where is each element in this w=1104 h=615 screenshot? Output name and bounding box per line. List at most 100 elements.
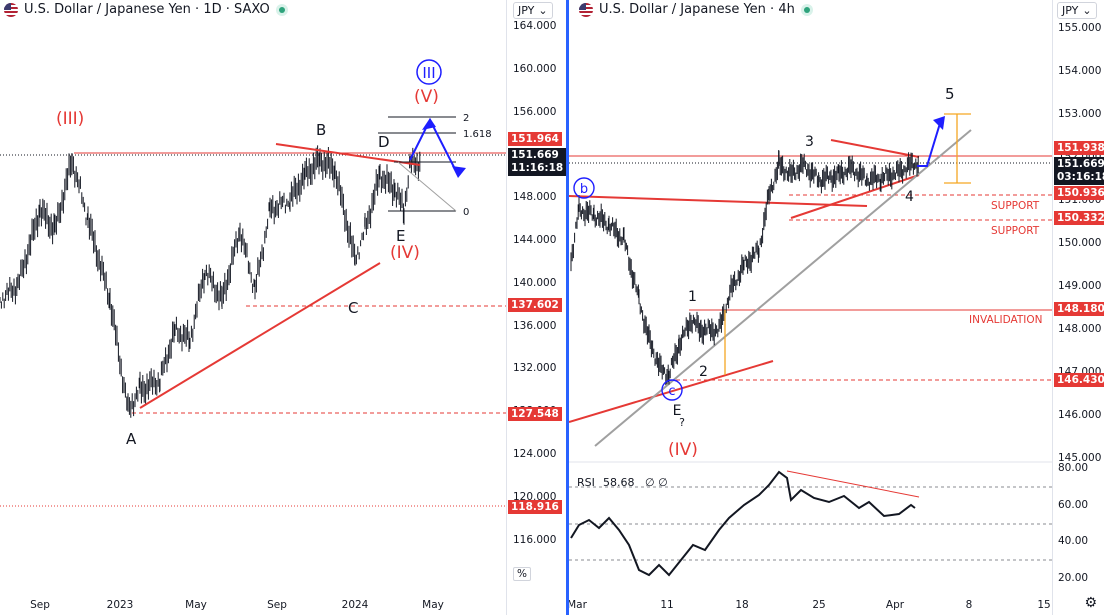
wave-5-label: 5: [945, 85, 955, 103]
wave-b-label: B: [316, 121, 326, 139]
daily-y-tick: 124.000: [513, 448, 557, 460]
wave-1-label: 1: [688, 289, 697, 305]
four-hour-y-tick: 146.000: [1058, 409, 1102, 421]
four-hour-y-tick: 149.000: [1058, 280, 1102, 292]
price-label-151938: 151.938: [1054, 141, 1104, 155]
projection-arrowhead-down: [452, 166, 466, 178]
rsi-value: 58.68: [603, 476, 635, 489]
four-hour-y-tick: 154.000: [1058, 65, 1102, 77]
price-label-137602: 137.602: [508, 298, 562, 312]
daily-price-bars: [0, 145, 421, 418]
rsi-y-tick: 20.00: [1058, 571, 1089, 584]
triangle-lower-line: [790, 174, 920, 219]
four-hour-x-tick: 8: [965, 599, 973, 611]
four-hour-y-tick: 150.000: [1058, 237, 1102, 249]
daily-chart-title: U.S. Dollar / Japanese Yen · 1D · SAXO: [24, 2, 270, 17]
fib-2-label: 2: [463, 113, 469, 124]
daily-unit-select[interactable]: JPY ⌄: [513, 2, 553, 19]
daily-x-tick: May: [422, 599, 444, 611]
invalidation-text: INVALIDATION: [969, 314, 1043, 326]
four-hour-x-tick: 25: [812, 599, 826, 611]
wave-a-label: A: [126, 430, 137, 448]
rsi-extra: ∅ ∅: [645, 476, 668, 489]
four-hour-x-tick: Mar: [569, 599, 587, 611]
question-mark-label: ?: [679, 416, 685, 429]
triangle-upper-line: [830, 139, 920, 158]
wave-iv-label: (IV): [668, 440, 698, 460]
rsi-line: [570, 470, 916, 577]
four-hour-price-axis[interactable]: JPY⌄ 155.000154.000153.000152.000151.000…: [1052, 0, 1104, 615]
projection-arrowhead-up: [422, 118, 436, 130]
price-label-118916: 118.916: [508, 500, 562, 514]
four-hour-x-tick: Apr: [885, 599, 905, 611]
fib-0-label: 0: [463, 207, 469, 218]
us-flag-icon: [579, 2, 593, 17]
four-hour-y-tick: 155.000: [1058, 22, 1102, 34]
projection-arrowhead: [933, 116, 945, 130]
wave-b-label: b: [580, 182, 588, 197]
daily-chart-pane[interactable]: U.S. Dollar / Japanese Yen · 1D · SAXO 2…: [0, 0, 566, 615]
wave-d-label: D: [378, 133, 390, 151]
wave-4-label: 4: [905, 189, 914, 205]
daily-y-tick: 144.000: [513, 234, 557, 246]
settings-icon[interactable]: ⚙: [1084, 595, 1097, 611]
chevron-down-icon: ⌄: [538, 4, 548, 17]
four-hour-y-tick: 153.000: [1058, 108, 1102, 120]
projection-path: [917, 119, 942, 167]
rsi-y-tick: 60.00: [1058, 498, 1089, 511]
four-hour-price-plot[interactable]: SUPPORT SUPPORT INVALIDATION 1 2 3 4 5 b cE? (IV) R…: [569, 0, 1054, 615]
daily-y-tick: 120.000: [513, 490, 557, 503]
wave-b-circle: [573, 177, 595, 199]
price-label-146430: 146.430: [1054, 373, 1104, 387]
grey-channel-line: [594, 129, 972, 447]
price-label-150332: 150.332: [1054, 211, 1104, 225]
daily-price-plot[interactable]: 2 1.618 0 (III) III (V) (IV) A B C D E: [0, 0, 506, 615]
wave-iii-circle: [416, 59, 442, 85]
wave-v-label: (V): [414, 87, 439, 107]
four-hour-unit-select[interactable]: JPY ⌄: [1057, 2, 1097, 19]
daily-x-tick: Sep: [30, 599, 50, 611]
rsi-label: RSI: [577, 476, 595, 489]
wave-2-label: 2: [699, 364, 708, 380]
market-open-icon: [275, 3, 288, 16]
daily-price-axis[interactable]: JPY⌄ 164.000160.000156.000152.000148.000…: [506, 0, 566, 615]
daily-y-tick: 136.000: [513, 319, 557, 332]
wave-e-label: E: [673, 403, 682, 419]
daily-y-tick: 164.000: [513, 20, 557, 32]
current-price-label: 151.669 11:16:18: [508, 148, 566, 176]
wave-e-label: E: [396, 227, 405, 245]
lower-trendline: [569, 360, 774, 423]
us-flag-icon: [4, 2, 18, 17]
daily-y-tick: 160.000: [513, 62, 557, 75]
price-label-150936: 150.936: [1054, 186, 1104, 200]
daily-x-tick: 2024: [341, 599, 369, 611]
support-1-text: SUPPORT: [991, 200, 1040, 212]
wave-c-circle: [661, 379, 683, 401]
four-hour-x-tick: 11: [660, 599, 674, 611]
four-hour-chart-title: U.S. Dollar / Japanese Yen · 4h: [599, 2, 795, 17]
four-hour-y-tick: 145.000: [1058, 452, 1102, 464]
wave-3-label: 3: [805, 134, 814, 150]
daily-y-tick: 132.000: [513, 362, 557, 375]
wave-iv-label: (IV): [390, 243, 420, 263]
four-hour-chart-pane[interactable]: U.S. Dollar / Japanese Yen · 4h SUPPORT S…: [569, 0, 1104, 615]
market-open-icon: [800, 3, 813, 16]
chart-divider[interactable]: [566, 0, 569, 615]
chevron-down-icon: ⌄: [1082, 4, 1092, 17]
support-2-text: SUPPORT: [991, 225, 1040, 237]
daily-chart-header: U.S. Dollar / Japanese Yen · 1D · SAXO: [4, 2, 288, 17]
price-label-148180: 148.180: [1054, 302, 1104, 316]
wave-c-label: c: [668, 384, 675, 399]
daily-x-tick: May: [185, 599, 207, 611]
wave-iv-trendline: [139, 262, 381, 409]
percent-scale-button[interactable]: %: [513, 567, 531, 581]
price-label-127548: 127.548: [508, 407, 562, 421]
daily-y-tick: 148.000: [513, 191, 557, 204]
wave-c-label: C: [348, 299, 358, 317]
four-hour-chart-header: U.S. Dollar / Japanese Yen · 4h: [579, 2, 813, 17]
four-hour-x-tick: 15: [1037, 599, 1051, 611]
daily-y-tick: 156.000: [513, 105, 557, 118]
price-label-151964: 151.964: [508, 132, 562, 146]
b-trendline: [569, 195, 868, 207]
wave-iii-label: (III): [56, 109, 84, 129]
